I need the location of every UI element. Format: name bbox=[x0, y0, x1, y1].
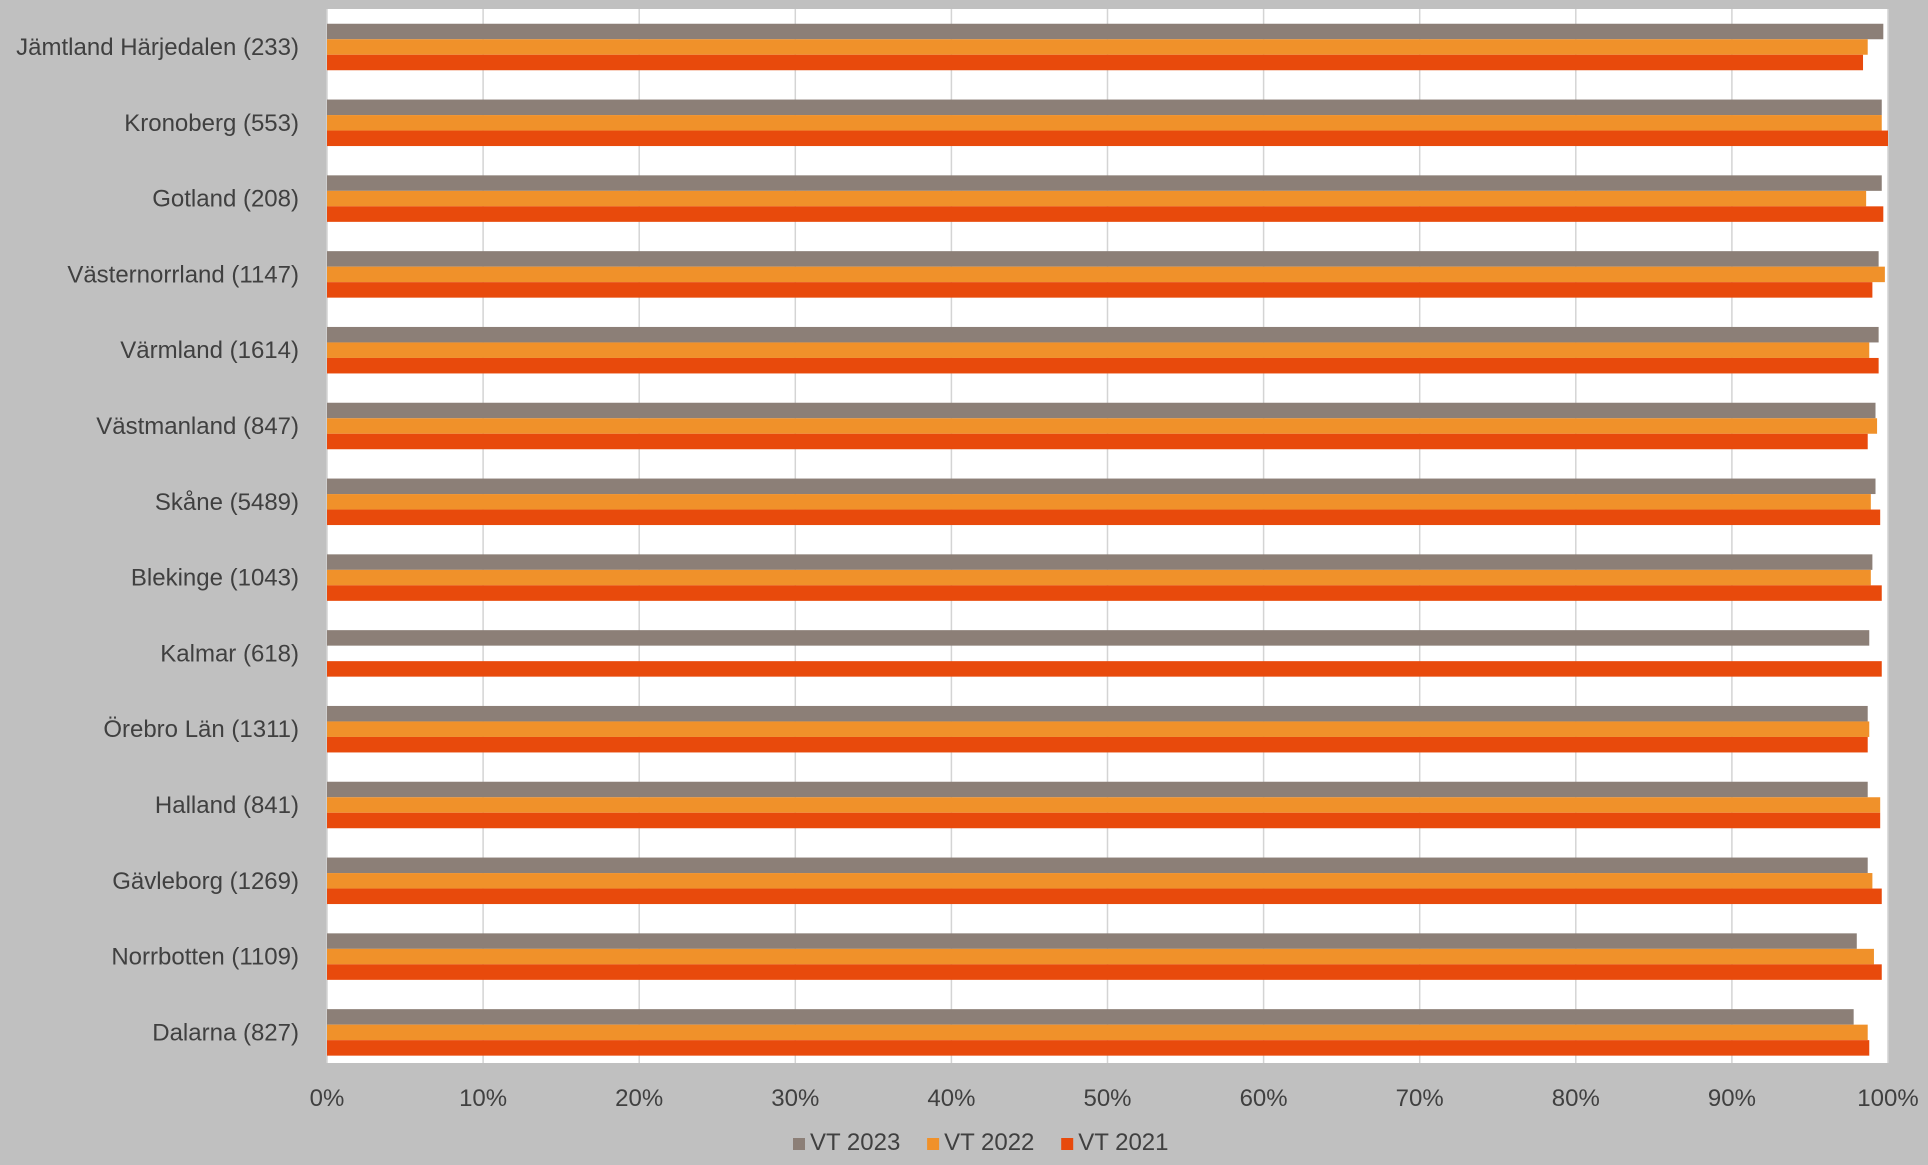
x-tick-label: 80% bbox=[1552, 1085, 1600, 1112]
bar-vt-2021 bbox=[327, 585, 1882, 601]
x-tick-label: 70% bbox=[1396, 1085, 1444, 1112]
legend-label: VT 2023 bbox=[810, 1129, 900, 1156]
bar-vt-2022 bbox=[327, 494, 1871, 510]
bar-vt-2021 bbox=[327, 736, 1868, 753]
bar-vt-2022 bbox=[327, 418, 1878, 434]
bar-vt-2021 bbox=[327, 130, 1888, 147]
x-tick-label: 60% bbox=[1240, 1085, 1288, 1112]
category-label: Gävleborg (1269) bbox=[112, 868, 299, 895]
bar-vt-2023 bbox=[327, 326, 1879, 343]
category-label: Gotland (208) bbox=[152, 186, 299, 213]
legend-label: VT 2022 bbox=[944, 1129, 1034, 1156]
bar-vt-2022 bbox=[327, 873, 1873, 889]
bar-vt-2023 bbox=[327, 99, 1882, 116]
bar-vt-2023 bbox=[327, 251, 1879, 267]
bar-vt-2021 bbox=[327, 812, 1881, 829]
category-label: Dalarna (827) bbox=[152, 1019, 299, 1046]
bar-vt-2021 bbox=[327, 357, 1879, 374]
bar-vt-2022 bbox=[327, 342, 1870, 358]
bar-vt-2023 bbox=[327, 554, 1873, 570]
category-label: Kalmar (618) bbox=[160, 640, 299, 667]
x-tick-label: 50% bbox=[1083, 1085, 1131, 1112]
bar-vt-2023 bbox=[327, 478, 1876, 495]
bar-vt-2021 bbox=[327, 282, 1873, 298]
bar-vt-2023 bbox=[327, 1009, 1854, 1025]
x-tick-label: 20% bbox=[615, 1085, 663, 1112]
bar-vt-2022 bbox=[327, 797, 1881, 813]
bar-vt-2022 bbox=[327, 115, 1882, 131]
bar-vt-2023 bbox=[327, 630, 1870, 646]
category-label: Örebro Län (1311) bbox=[103, 716, 299, 743]
x-tick-label: 90% bbox=[1708, 1085, 1756, 1112]
bar-vt-2023 bbox=[327, 402, 1876, 419]
legend-swatch bbox=[793, 1138, 805, 1150]
bar-vt-2022 bbox=[327, 190, 1867, 207]
bar-vt-2022 bbox=[327, 39, 1868, 55]
bar-vt-2023 bbox=[327, 857, 1868, 874]
category-label: Västernorrland (1147) bbox=[67, 261, 299, 288]
x-tick-label: 0% bbox=[310, 1085, 345, 1112]
legend-swatch bbox=[1061, 1138, 1074, 1150]
x-tick-label: 30% bbox=[771, 1085, 819, 1112]
x-tick-label: 10% bbox=[459, 1085, 507, 1112]
bar-vt-2023 bbox=[327, 705, 1868, 722]
legend-label: VT 2021 bbox=[1078, 1129, 1168, 1156]
bar-vt-2021 bbox=[327, 54, 1864, 71]
bar-vt-2023 bbox=[327, 175, 1882, 191]
bar-vt-2021 bbox=[327, 1040, 1870, 1056]
legend-swatch bbox=[927, 1138, 940, 1150]
category-label: Halland (841) bbox=[155, 792, 299, 819]
bar-vt-2022 bbox=[327, 569, 1871, 586]
bar-vt-2023 bbox=[327, 781, 1868, 798]
bar-vt-2021 bbox=[327, 433, 1868, 450]
bar-vt-2021 bbox=[327, 661, 1882, 677]
bar-vt-2022 bbox=[327, 721, 1870, 737]
category-label: Norrbotten (1109) bbox=[111, 944, 299, 971]
bar-vt-2022 bbox=[327, 948, 1874, 965]
category-label: Skåne (5489) bbox=[155, 489, 299, 516]
category-label: Västmanland (847) bbox=[96, 413, 299, 440]
category-label: Jämtland Härjedalen (233) bbox=[16, 34, 299, 61]
category-label: Blekinge (1043) bbox=[131, 565, 299, 592]
bar-vt-2021 bbox=[327, 509, 1881, 526]
bar-vt-2021 bbox=[327, 964, 1882, 980]
bar-vt-2022 bbox=[327, 1024, 1868, 1041]
category-label: Kronoberg (553) bbox=[124, 110, 299, 137]
category-label: Värmland (1614) bbox=[120, 337, 299, 364]
bar-vt-2021 bbox=[327, 888, 1882, 905]
bar-vt-2022 bbox=[327, 266, 1885, 283]
bar-vt-2023 bbox=[327, 933, 1857, 949]
bar-vt-2021 bbox=[327, 206, 1884, 222]
x-tick-label: 100% bbox=[1857, 1085, 1918, 1112]
bar-vt-2023 bbox=[327, 23, 1884, 40]
x-tick-label: 40% bbox=[927, 1085, 975, 1112]
